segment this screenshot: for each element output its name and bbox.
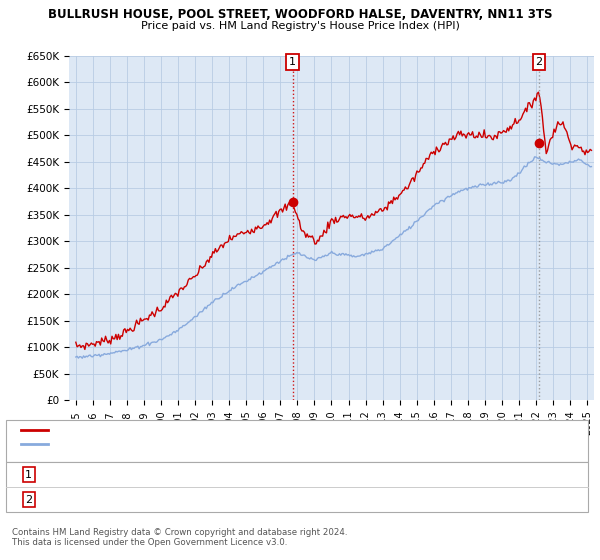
Text: 28% ↑ HPI: 28% ↑ HPI xyxy=(348,470,407,479)
Text: Contains HM Land Registry data © Crown copyright and database right 2024.: Contains HM Land Registry data © Crown c… xyxy=(12,528,347,536)
Text: 17-SEP-2007: 17-SEP-2007 xyxy=(72,470,143,479)
Text: 2: 2 xyxy=(536,57,542,67)
Text: Price paid vs. HM Land Registry's House Price Index (HPI): Price paid vs. HM Land Registry's House … xyxy=(140,21,460,31)
Text: HPI: Average price, detached house, West Northamptonshire: HPI: Average price, detached house, West… xyxy=(51,439,348,449)
Text: This data is licensed under the Open Government Licence v3.0.: This data is licensed under the Open Gov… xyxy=(12,538,287,547)
Text: 1: 1 xyxy=(289,57,296,67)
Text: 07-MAR-2022: 07-MAR-2022 xyxy=(72,495,147,505)
Text: £485,000: £485,000 xyxy=(216,495,269,505)
Text: 9% ↑ HPI: 9% ↑ HPI xyxy=(348,495,401,505)
Text: £375,000: £375,000 xyxy=(216,470,269,479)
Text: 2: 2 xyxy=(25,495,32,505)
Text: BULLRUSH HOUSE, POOL STREET, WOODFORD HALSE, DAVENTRY, NN11 3TS (detached: BULLRUSH HOUSE, POOL STREET, WOODFORD HA… xyxy=(51,425,481,435)
Text: 1: 1 xyxy=(25,470,32,479)
Text: BULLRUSH HOUSE, POOL STREET, WOODFORD HALSE, DAVENTRY, NN11 3TS: BULLRUSH HOUSE, POOL STREET, WOODFORD HA… xyxy=(48,8,552,21)
